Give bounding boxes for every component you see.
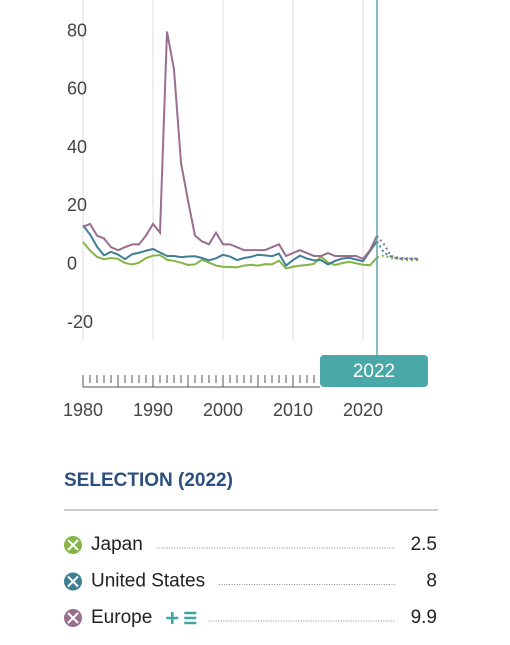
add-icon[interactable] <box>166 612 179 624</box>
legend-name: United States <box>91 571 205 592</box>
y-tick-label: 0 <box>67 253 77 273</box>
y-tick-label: 40 <box>67 137 87 157</box>
year-slider-label: 2022 <box>353 361 395 382</box>
projection-line <box>376 254 419 262</box>
series-line <box>82 31 378 261</box>
y-tick-label: -20 <box>67 312 93 332</box>
selection-title: SELECTION (2022) <box>64 470 233 491</box>
x-tick-label: 2000 <box>203 400 243 420</box>
legend-toggle-x[interactable] <box>67 612 79 624</box>
y-tick-label: 60 <box>67 79 87 99</box>
legend-name: Europe <box>91 607 152 628</box>
x-tick-label: 1990 <box>133 400 173 420</box>
projection-line <box>376 235 420 260</box>
series-line <box>82 224 378 268</box>
legend-toggle-x[interactable] <box>67 575 79 588</box>
y-tick-label: 20 <box>67 195 87 215</box>
series-line <box>82 241 378 270</box>
y-tick-label: 80 <box>67 20 87 40</box>
x-tick-label: 2020 <box>343 400 383 420</box>
legend-value: 2.5 <box>411 534 437 555</box>
year-slider[interactable] <box>320 355 428 387</box>
legend-value: 8 <box>426 571 437 592</box>
x-tick-label: 1980 <box>63 400 103 420</box>
x-tick-label: 2010 <box>273 400 313 420</box>
legend-name: Japan <box>91 534 143 555</box>
legend-value: 9.9 <box>411 607 437 628</box>
list-icon[interactable] <box>184 611 197 625</box>
legend-toggle-x[interactable] <box>67 539 79 551</box>
